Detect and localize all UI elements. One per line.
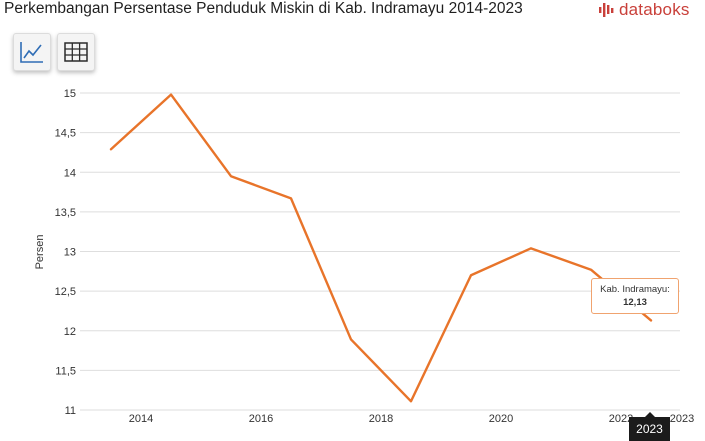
table-view-button[interactable] [57, 33, 95, 71]
x-tick-label: 2022 [609, 413, 633, 425]
tooltip-value: 12,13 [623, 297, 647, 308]
x-tick-label: 2020 [489, 413, 513, 425]
tooltip-label: Kab. Indramayu: [600, 284, 670, 295]
y-tick-label: 13 [64, 247, 76, 259]
y-tick-label: 14 [64, 167, 76, 179]
y-axis-ticks: 11 11,5 12 12,5 13 13,5 14 14,5 15 [55, 88, 76, 417]
table-grid-icon [64, 42, 88, 62]
grid-lines [80, 92, 680, 411]
chart-title: Perkembangan Persentase Penduduk Miskin … [4, 0, 523, 17]
line-chart-view-button[interactable] [13, 33, 51, 71]
y-tick-label: 12,5 [55, 286, 76, 298]
brand-name: databoks [619, 0, 690, 19]
y-tick-label: 14,5 [55, 128, 76, 140]
y-tick-label: 12 [64, 326, 76, 338]
y-tick-label: 13,5 [55, 207, 76, 219]
x-crosshair-label: 2023 [629, 412, 670, 441]
x-axis-ticks: 2014 2016 2018 2020 2022 2023 [129, 413, 694, 425]
databoks-logo-icon [599, 3, 614, 17]
brand-logo[interactable]: databoks [598, 0, 690, 20]
y-axis-title: Persen [34, 235, 46, 270]
y-tick-label: 11 [65, 405, 76, 417]
y-tick-label: 15 [64, 88, 76, 100]
x-tick-label: 2016 [249, 413, 273, 425]
series-line [109, 93, 653, 403]
series-layer [109, 93, 653, 403]
line-chart-icon [20, 42, 43, 63]
x-tick-label: 2014 [129, 413, 153, 425]
y-tick-label: 11,5 [55, 365, 76, 377]
data-tooltip: Kab. Indramayu: 12,13 [591, 278, 679, 314]
x-tick-label: 2023 [670, 413, 694, 425]
x-tick-label: 2018 [369, 413, 393, 425]
